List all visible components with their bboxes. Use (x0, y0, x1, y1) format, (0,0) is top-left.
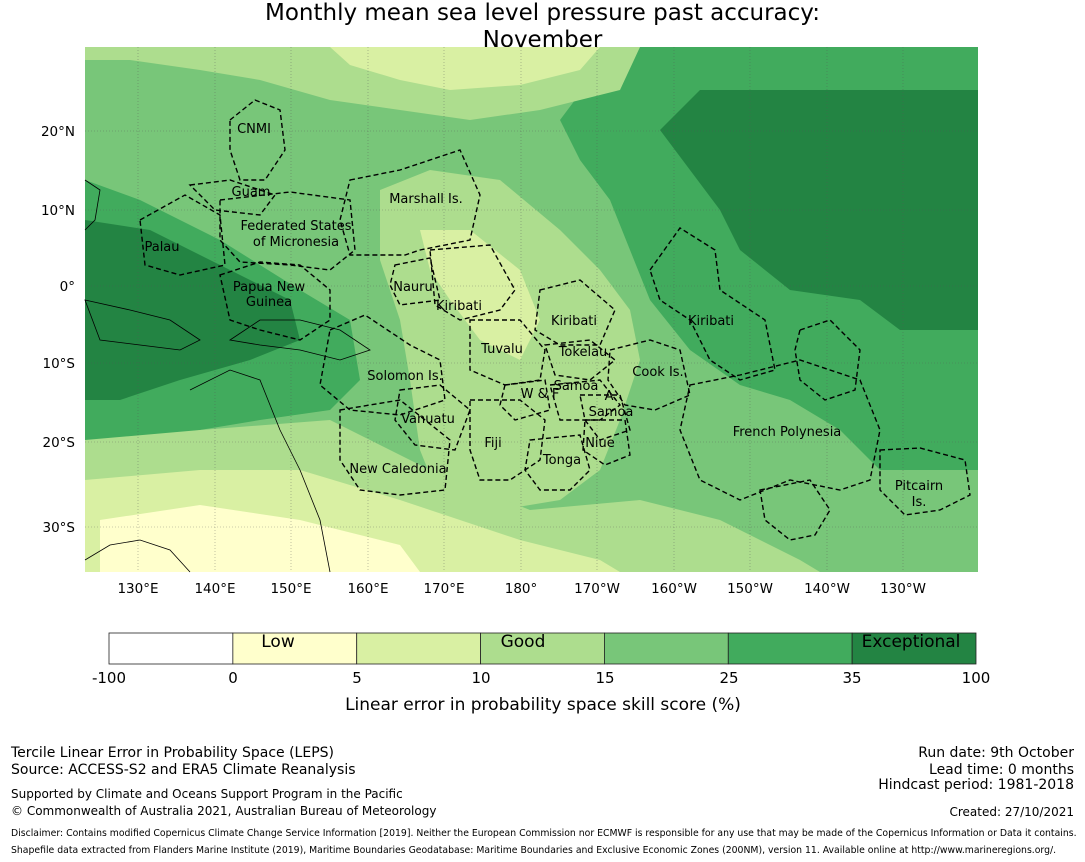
legend-boundary: 35 (842, 669, 861, 687)
lon-tick: 150°E (270, 581, 311, 597)
legend-axis-label: Linear error in probability space skill … (345, 695, 741, 715)
label-marshall: Marshall Is. (389, 192, 463, 207)
lon-tick: 170°W (574, 581, 620, 597)
region-labels: CNMI Guam Marshall Is. Federated States … (144, 122, 943, 510)
colorbar-segment (356, 632, 481, 665)
eez-boundaries (139, 99, 971, 541)
label-niue: Niue (585, 436, 615, 451)
disclaimer-shapefile: Shapefile data extracted from Flanders M… (11, 845, 1057, 856)
label-new-caledonia: New Caledonia (349, 462, 446, 477)
colorbar-text: Low Good Exceptional -100 0 5 10 15 25 3… (92, 632, 990, 715)
footer-run-date: Run date: 9th October (918, 745, 1074, 761)
label-kiribati-east: Kiribati (688, 314, 734, 329)
lon-tick: 130°W (880, 581, 926, 597)
label-american-samoa-2: Samoa (589, 405, 634, 420)
skill-field (85, 47, 978, 572)
label-fsm-2: of Micronesia (253, 235, 339, 250)
label-guam: Guam (232, 185, 271, 200)
label-samoa: Samoa (554, 379, 599, 394)
label-fiji: Fiji (484, 436, 501, 451)
legend-boundary: 10 (471, 669, 490, 687)
lon-tick: 180° (505, 581, 538, 597)
footer-copyright: © Commonwealth of Australia 2021, Austra… (11, 804, 437, 818)
legend-boundary: 25 (719, 669, 738, 687)
lat-tick: 0° (60, 279, 75, 295)
legend-boundary: -100 (92, 669, 126, 687)
label-american-samoa-1: A. (605, 389, 618, 404)
colorbar-segment (108, 632, 234, 665)
coastlines (84, 179, 371, 573)
lon-tick: 170°E (423, 581, 464, 597)
footer-source: Source: ACCESS-S2 and ERA5 Climate Reana… (11, 762, 356, 778)
lon-tick: 160°W (651, 581, 697, 597)
lon-tick: 150°W (727, 581, 773, 597)
lat-tick: 30°S (43, 520, 76, 536)
label-french-polynesia: French Polynesia (733, 425, 842, 440)
label-nauru: Nauru (393, 280, 433, 295)
label-pitcairn-1: Pitcairn (895, 479, 943, 494)
legend-good-label: Good (501, 632, 546, 652)
legend-boundary: 5 (352, 669, 362, 687)
legend-low-label: Low (261, 632, 295, 652)
colorbar-segment (727, 632, 853, 665)
footer-support: Supported by Climate and Oceans Support … (11, 787, 403, 801)
lat-tick: 20°S (43, 435, 76, 451)
lat-tick: 10°N (41, 203, 75, 219)
lat-tick: 20°N (41, 124, 75, 140)
colorbar (108, 632, 977, 665)
axis-ticks: 20°N 10°N 0° 10°S 20°S 30°S 130°E 140°E … (41, 124, 926, 597)
lon-tick: 160°E (347, 581, 388, 597)
colorbar-segment (851, 632, 977, 665)
lon-tick: 140°E (194, 581, 235, 597)
label-cook: Cook Is. (632, 365, 683, 380)
map-title: Monthly mean sea level pressure past acc… (0, 0, 1085, 54)
graticule (85, 47, 978, 572)
colorbar-segment (604, 632, 729, 665)
lat-tick: 10°S (43, 356, 76, 372)
title-line1: Monthly mean sea level pressure past acc… (265, 0, 820, 26)
legend-exceptional-label: Exceptional (862, 632, 961, 652)
label-tuvalu: Tuvalu (480, 342, 523, 357)
label-tonga: Tonga (542, 453, 581, 468)
disclaimer-copernicus: Disclaimer: Contains modified Copernicus… (11, 828, 1077, 839)
label-solomon: Solomon Is. (367, 369, 443, 384)
footer-created: Created: 27/10/2021 (949, 805, 1074, 819)
label-tokelau: Tokelau (558, 345, 608, 360)
label-pitcairn-2: Is. (912, 495, 927, 510)
label-kiribati-west: Kiribati (436, 299, 482, 314)
label-png-2: Guinea (246, 295, 292, 310)
label-cnmi: CNMI (237, 122, 271, 137)
footer-hindcast: Hindcast period: 1981-2018 (878, 777, 1074, 793)
colorbar-segment (232, 632, 358, 665)
footer-leps: Tercile Linear Error in Probability Spac… (11, 745, 334, 761)
label-palau: Palau (144, 240, 179, 255)
label-png-1: Papua New (233, 280, 306, 295)
label-fsm-1: Federated States (241, 219, 352, 234)
legend-boundary: 100 (962, 669, 991, 687)
footer-lead-time: Lead time: 0 months (929, 762, 1074, 778)
lon-tick: 130°E (117, 581, 158, 597)
lon-tick: 140°W (804, 581, 850, 597)
legend-boundary: 15 (595, 669, 614, 687)
label-vanuatu: Vanuatu (401, 412, 455, 427)
label-wallis-futuna: W & F (521, 387, 560, 402)
label-kiribati-central: Kiribati (551, 314, 597, 329)
legend-boundary: 0 (228, 669, 238, 687)
colorbar-segment (480, 632, 605, 665)
